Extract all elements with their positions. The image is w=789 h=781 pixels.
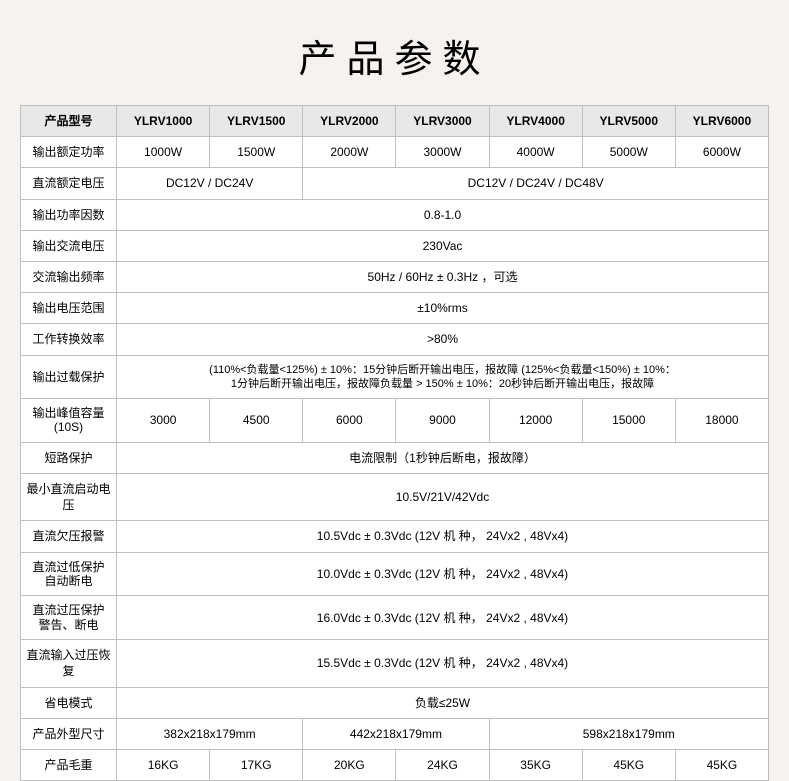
row-label: 输出过载保护: [21, 355, 117, 399]
cell: (110%<负载量<125%) ± 10%：15分钟后断开输出电压，报故障 (1…: [117, 355, 769, 399]
row-ac-voltage: 输出交流电压 230Vac: [21, 230, 769, 261]
cell: 17KG: [210, 749, 303, 780]
row-dc-low-cut: 直流过低保护自动断电 10.0Vdc ± 0.3Vdc (12V 机 种， 24…: [21, 552, 769, 596]
header-model: YLRV5000: [582, 106, 675, 137]
page-title: 产品参数: [0, 0, 789, 105]
cell: 10.5V/21V/42Vdc: [117, 474, 769, 521]
cell: 45KG: [675, 749, 768, 780]
row-efficiency: 工作转换效率 >80%: [21, 324, 769, 355]
cell: 15.5Vdc ± 0.3Vdc (12V 机 种， 24Vx2 , 48Vx4…: [117, 640, 769, 687]
spec-table-wrap: 产品型号 YLRV1000 YLRV1500 YLRV2000 YLRV3000…: [20, 105, 769, 781]
cell: 1000W: [117, 137, 210, 168]
row-dc-voltage: 直流额定电压 DC12V / DC24V DC12V / DC24V / DC4…: [21, 168, 769, 199]
cell: 1500W: [210, 137, 303, 168]
row-overload: 输出过载保护 (110%<负载量<125%) ± 10%：15分钟后断开输出电压…: [21, 355, 769, 399]
header-model: YLRV2000: [303, 106, 396, 137]
cell: 15000: [582, 399, 675, 443]
cell: 3000W: [396, 137, 489, 168]
cell: 4000W: [489, 137, 582, 168]
row-weight: 产品毛重 16KG 17KG 20KG 24KG 35KG 45KG 45KG: [21, 749, 769, 780]
row-label: 直流额定电压: [21, 168, 117, 199]
header-model: YLRV6000: [675, 106, 768, 137]
cell: ±10%rms: [117, 293, 769, 324]
cell: 电流限制（1秒钟后断电，报故障）: [117, 442, 769, 473]
cell: 16KG: [117, 749, 210, 780]
row-power-factor: 输出功率因数 0.8-1.0: [21, 199, 769, 230]
cell: 6000W: [675, 137, 768, 168]
cell: 16.0Vdc ± 0.3Vdc (12V 机 种， 24Vx2 , 48Vx4…: [117, 596, 769, 640]
cell: 18000: [675, 399, 768, 443]
header-model: YLRV1000: [117, 106, 210, 137]
cell: 230Vac: [117, 230, 769, 261]
cell: 442x218x179mm: [303, 718, 489, 749]
row-label: 最小直流启动电压: [21, 474, 117, 521]
cell: 382x218x179mm: [117, 718, 303, 749]
row-peak: 输出峰值容量(10S) 3000 4500 6000 9000 12000 15…: [21, 399, 769, 443]
cell: 9000: [396, 399, 489, 443]
header-model: YLRV1500: [210, 106, 303, 137]
row-label: 输出电压范围: [21, 293, 117, 324]
row-size: 产品外型尺寸 382x218x179mm 442x218x179mm 598x2…: [21, 718, 769, 749]
row-label: 直流过压保护警告、断电: [21, 596, 117, 640]
row-rated-power: 输出额定功率 1000W 1500W 2000W 3000W 4000W 500…: [21, 137, 769, 168]
row-label: 直流过低保护自动断电: [21, 552, 117, 596]
cell: 0.8-1.0: [117, 199, 769, 230]
row-dc-low-alarm: 直流欠压报警 10.5Vdc ± 0.3Vdc (12V 机 种， 24Vx2 …: [21, 521, 769, 552]
row-label: 直流欠压报警: [21, 521, 117, 552]
cell: 3000: [117, 399, 210, 443]
cell: 35KG: [489, 749, 582, 780]
cell: 598x218x179mm: [489, 718, 768, 749]
header-model: YLRV3000: [396, 106, 489, 137]
cell: 负载≤25W: [117, 687, 769, 718]
cell: DC12V / DC24V / DC48V: [303, 168, 769, 199]
row-voltage-range: 输出电压范围 ±10%rms: [21, 293, 769, 324]
row-label: 输出峰值容量(10S): [21, 399, 117, 443]
cell: 2000W: [303, 137, 396, 168]
cell: DC12V / DC24V: [117, 168, 303, 199]
row-label: 产品毛重: [21, 749, 117, 780]
page: 产品参数 产品型号 YLRV1000 YLRV1500 YLRV2000 YLR…: [0, 0, 789, 781]
cell: 45KG: [582, 749, 675, 780]
cell: 10.5Vdc ± 0.3Vdc (12V 机 种， 24Vx2 , 48Vx4…: [117, 521, 769, 552]
row-short: 短路保护 电流限制（1秒钟后断电，报故障）: [21, 442, 769, 473]
cell: 5000W: [582, 137, 675, 168]
cell: 6000: [303, 399, 396, 443]
cell: 4500: [210, 399, 303, 443]
row-label: 产品外型尺寸: [21, 718, 117, 749]
cell: 20KG: [303, 749, 396, 780]
row-ac-freq: 交流输出频率 50Hz / 60Hz ± 0.3Hz ，可选: [21, 261, 769, 292]
cell: 24KG: [396, 749, 489, 780]
row-min-dc: 最小直流启动电压 10.5V/21V/42Vdc: [21, 474, 769, 521]
row-label: 交流输出频率: [21, 261, 117, 292]
row-label: 工作转换效率: [21, 324, 117, 355]
row-label: 短路保护: [21, 442, 117, 473]
row-label: 输出交流电压: [21, 230, 117, 261]
row-label: 输出功率因数: [21, 199, 117, 230]
spec-table: 产品型号 YLRV1000 YLRV1500 YLRV2000 YLRV3000…: [20, 105, 769, 781]
row-dc-over-alarm: 直流过压保护警告、断电 16.0Vdc ± 0.3Vdc (12V 机 种， 2…: [21, 596, 769, 640]
header-model: YLRV4000: [489, 106, 582, 137]
cell: 50Hz / 60Hz ± 0.3Hz ，可选: [117, 261, 769, 292]
cell: 10.0Vdc ± 0.3Vdc (12V 机 种， 24Vx2 , 48Vx4…: [117, 552, 769, 596]
row-label: 省电模式: [21, 687, 117, 718]
header-model-label: 产品型号: [21, 106, 117, 137]
header-row: 产品型号 YLRV1000 YLRV1500 YLRV2000 YLRV3000…: [21, 106, 769, 137]
row-eco: 省电模式 负载≤25W: [21, 687, 769, 718]
row-label: 直流输入过压恢复: [21, 640, 117, 687]
row-dc-over-recover: 直流输入过压恢复 15.5Vdc ± 0.3Vdc (12V 机 种， 24Vx…: [21, 640, 769, 687]
row-label: 输出额定功率: [21, 137, 117, 168]
cell: 12000: [489, 399, 582, 443]
cell: >80%: [117, 324, 769, 355]
